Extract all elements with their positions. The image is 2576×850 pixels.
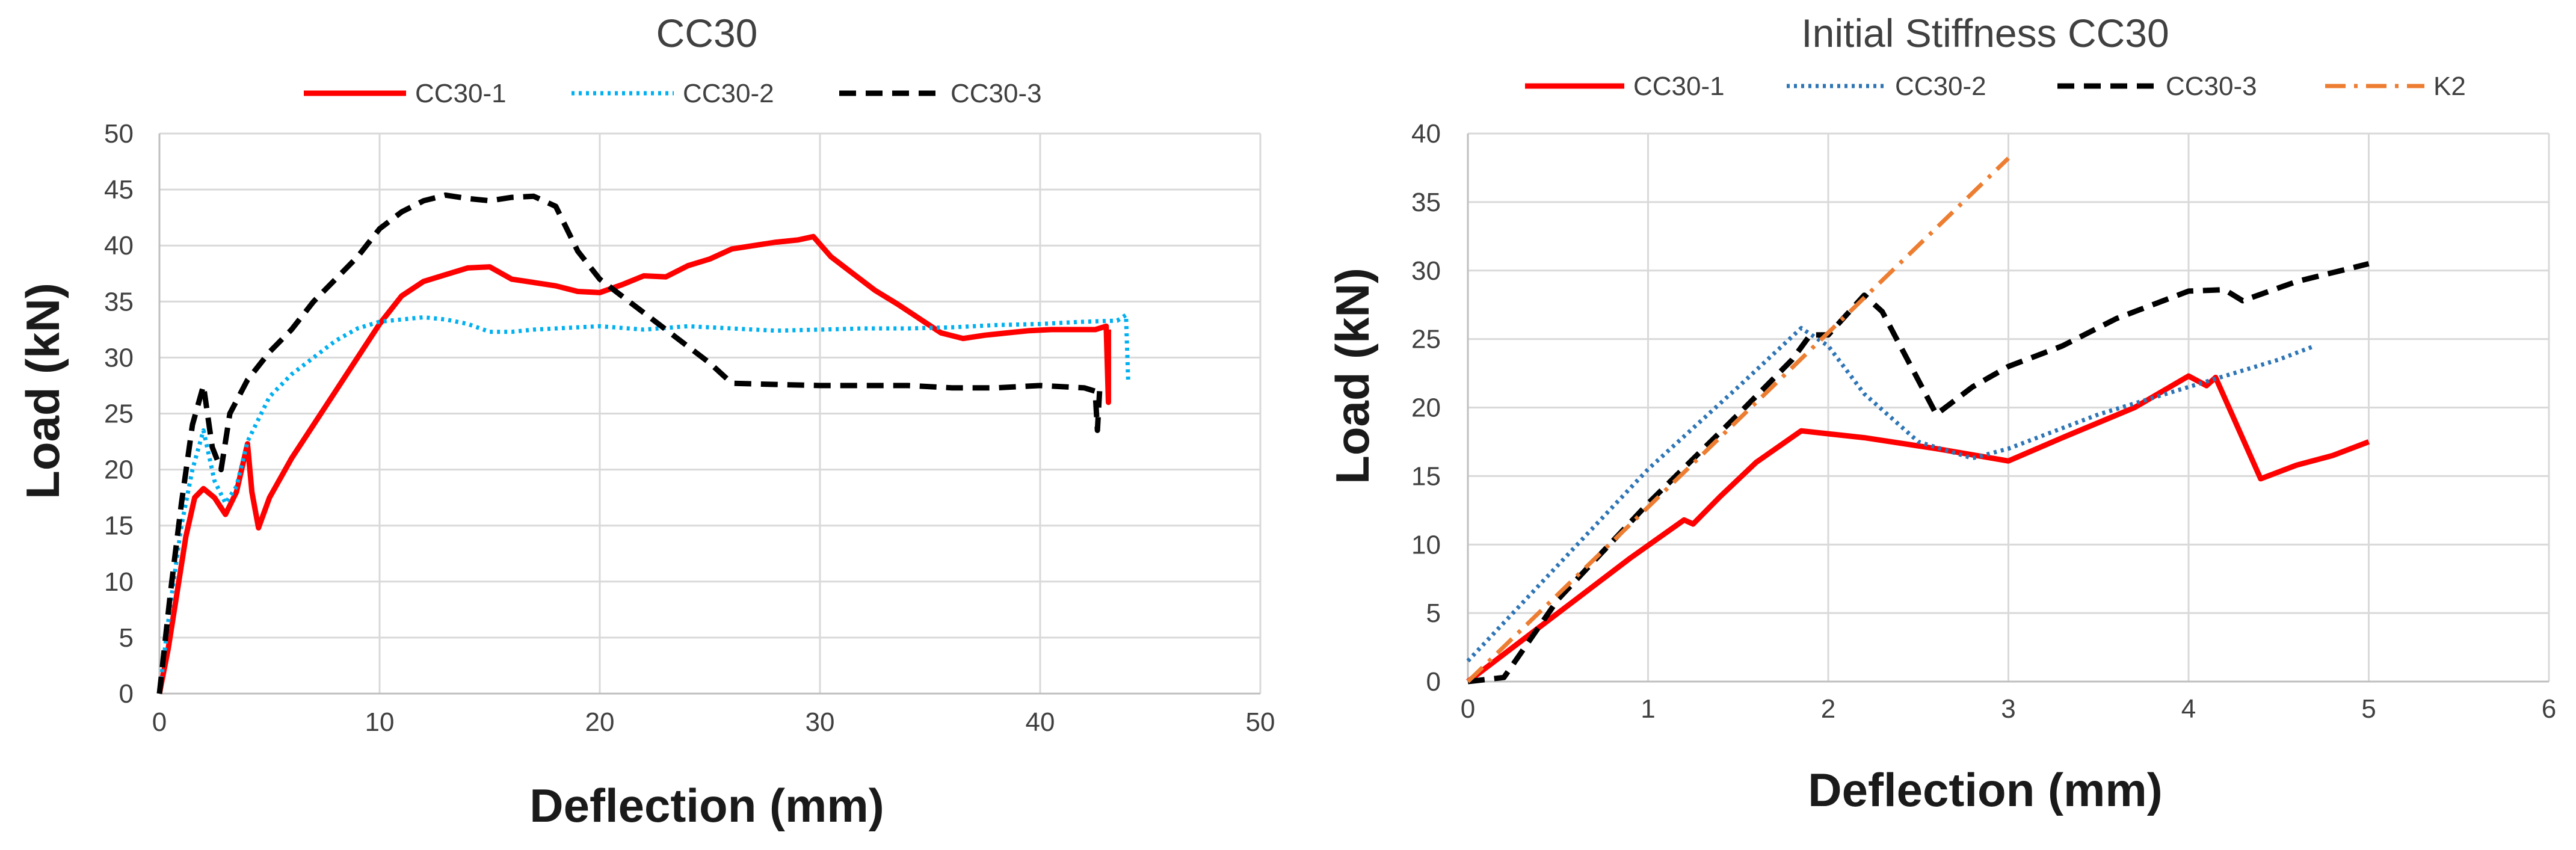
y-axis-label: Load (kN) <box>16 283 69 499</box>
legend-item-cc30-2: CC30-2 <box>572 79 774 108</box>
y-tick-labels: 0 5 10 15 20 25 30 35 40 45 50 <box>104 119 134 709</box>
x-tick-label: 4 <box>2181 694 2196 724</box>
legend-item-cc30-3: CC30-3 <box>839 79 1042 108</box>
x-tick-label: 1 <box>1641 694 1655 724</box>
y-tick-label: 25 <box>104 399 134 429</box>
chart-cc30: CC30 CC30-1 CC30-2 CC30-3 0 10 20 30 40 50 0 5 10… <box>16 11 1275 832</box>
y-tick-label: 40 <box>104 231 134 260</box>
legend-item-cc30-1: CC30-1 <box>1525 72 1725 101</box>
x-tick-label: 3 <box>2001 694 2015 724</box>
legend-label: CC30-1 <box>415 79 507 108</box>
series-line-k2 <box>1466 156 2010 683</box>
legend-item-cc30-2: CC30-2 <box>1787 72 1986 101</box>
gridlines <box>159 132 1262 694</box>
series-line-cc30-1 <box>1466 373 2370 684</box>
legend: CC30-1 CC30-2 CC30-3 <box>304 79 1042 108</box>
series-line-cc30-2 <box>1466 325 2316 663</box>
y-tick-label: 15 <box>104 511 134 541</box>
y-tick-label: 20 <box>104 455 134 485</box>
y-tick-label: 0 <box>119 679 134 709</box>
y-tick-label: 25 <box>1411 325 1441 354</box>
y-axis-label: Load (kN) <box>1326 268 1379 484</box>
y-tick-labels: 0 5 10 15 20 25 30 35 40 <box>1411 119 1441 697</box>
y-tick-label: 30 <box>1411 256 1441 286</box>
x-tick-label: 6 <box>2542 694 2556 724</box>
chart-title: Initial Stiffness CC30 <box>1801 11 2169 55</box>
legend-label: CC30-2 <box>683 79 774 108</box>
x-tick-label: 0 <box>1461 694 1475 724</box>
y-tick-label: 35 <box>1411 188 1441 217</box>
axes <box>1467 134 2549 683</box>
x-axis-label: Deflection (mm) <box>1808 763 2162 816</box>
y-tick-label: 30 <box>104 343 134 372</box>
legend-label: CC30-1 <box>1633 72 1725 101</box>
x-tick-label: 10 <box>365 707 395 737</box>
y-tick-label: 45 <box>104 175 134 205</box>
x-tick-label: 50 <box>1246 707 1275 737</box>
x-tick-label: 40 <box>1026 707 1055 737</box>
y-tick-label: 5 <box>119 623 134 653</box>
legend-item-cc30-1: CC30-1 <box>304 79 507 108</box>
x-tick-labels: 0 10 20 30 40 50 <box>152 707 1275 737</box>
series-line-cc30-2 <box>157 313 1130 694</box>
y-tick-label: 0 <box>1426 667 1441 697</box>
legend-label: CC30-3 <box>2166 72 2257 101</box>
y-tick-label: 15 <box>1411 461 1441 491</box>
gridlines <box>1468 132 2550 682</box>
series-lines <box>156 192 1130 694</box>
legend-item-cc30-3: CC30-3 <box>2057 72 2257 101</box>
legend: CC30-1 CC30-2 CC30-3 K2 <box>1525 72 2466 101</box>
chart-title: CC30 <box>656 11 758 55</box>
legend-label: CC30-3 <box>951 79 1042 108</box>
y-tick-label: 10 <box>1411 530 1441 559</box>
y-tick-label: 20 <box>1411 393 1441 423</box>
y-tick-label: 50 <box>104 119 134 149</box>
series-lines <box>1466 156 2370 685</box>
x-tick-label: 0 <box>152 707 167 737</box>
x-tick-labels: 0 1 2 3 4 5 6 <box>1461 694 2556 724</box>
series-line-cc30-3 <box>1467 261 2370 685</box>
y-tick-label: 35 <box>104 287 134 316</box>
legend-label: CC30-2 <box>1895 72 1986 101</box>
y-tick-label: 5 <box>1426 599 1441 628</box>
y-tick-label: 10 <box>104 567 134 597</box>
x-tick-label: 20 <box>585 707 615 737</box>
y-tick-label: 40 <box>1411 119 1441 149</box>
legend-item-k2: K2 <box>2325 72 2466 101</box>
axes <box>158 134 1260 695</box>
x-tick-label: 5 <box>2361 694 2376 724</box>
chart-initial-stiffness: Initial Stiffness CC30 CC30-1 CC30-2 CC30-… <box>1326 11 2556 816</box>
x-tick-label: 30 <box>806 707 835 737</box>
legend-label: K2 <box>2433 72 2466 101</box>
x-tick-label: 2 <box>1821 694 1835 724</box>
x-axis-label: Deflection (mm) <box>529 779 884 832</box>
